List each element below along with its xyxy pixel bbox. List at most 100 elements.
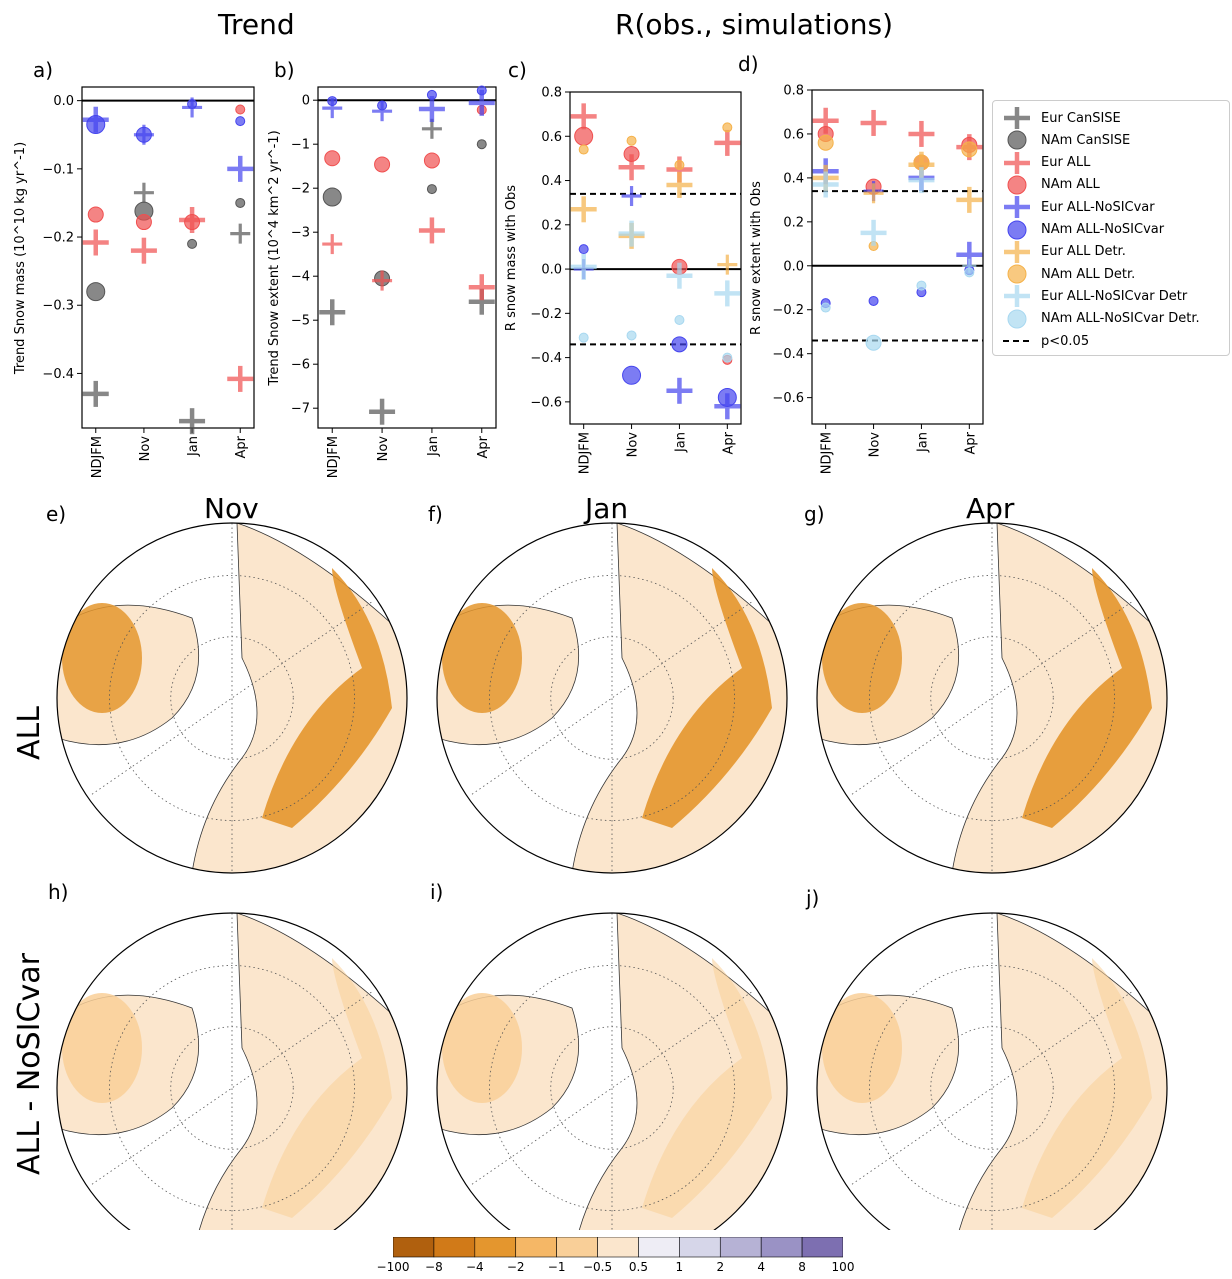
nam-all-nosicvar-marker bbox=[327, 96, 338, 107]
map-boundary bbox=[816, 522, 1168, 874]
legend-item-nam-cansise: NAm CanSISE bbox=[997, 129, 1130, 151]
colorbar-tick-label: −1 bbox=[547, 1260, 566, 1274]
y-tick-label: 0.6 bbox=[541, 130, 562, 145]
legend-label: NAm ALL-NoSICvar Detr. bbox=[1041, 311, 1200, 327]
y-tick-label: 0.2 bbox=[541, 218, 562, 233]
legend-label: NAm ALL-NoSICvar bbox=[1041, 222, 1165, 237]
legend-symbol bbox=[1004, 240, 1030, 263]
y-tick-label: −6 bbox=[291, 358, 310, 373]
y-tick-label: 0.0 bbox=[783, 259, 804, 274]
panel-letter-a: a) bbox=[33, 58, 54, 82]
nam-all-marker bbox=[324, 150, 341, 167]
month-header-apr: Apr bbox=[966, 492, 1015, 525]
nam-all-marker bbox=[135, 214, 152, 231]
nam-all-nosicvar-detr-marker bbox=[722, 352, 733, 363]
nam-all-detr-marker bbox=[578, 144, 589, 155]
y-tick-label: 0.6 bbox=[783, 127, 804, 142]
panel-d-frame bbox=[811, 89, 984, 425]
x-tick-label: Jan bbox=[673, 432, 688, 453]
y-tick-label: −0.4 bbox=[42, 367, 74, 382]
eur-all-nosicvar-detr-marker bbox=[714, 280, 741, 307]
nam-all-nosicvar-detr-marker bbox=[674, 314, 685, 325]
y-tick-label: 0.2 bbox=[783, 215, 804, 230]
colorbar-tick-label: −8 bbox=[425, 1260, 443, 1274]
y-tick-label: −0.1 bbox=[42, 162, 74, 177]
polar-map-6 bbox=[816, 912, 1168, 1230]
map-boundary bbox=[56, 912, 408, 1230]
legend-symbol bbox=[1004, 196, 1030, 219]
nam-cansise-marker bbox=[426, 184, 437, 195]
y-tick-label: −3 bbox=[291, 226, 310, 241]
y-tick-label: 0.4 bbox=[783, 171, 804, 186]
eur-cansise-marker bbox=[179, 408, 206, 435]
colorbar-tick-label: −0.5 bbox=[582, 1260, 613, 1274]
nam-cansise-marker bbox=[187, 238, 198, 249]
polar-map-2 bbox=[436, 522, 788, 874]
nam-all-marker bbox=[235, 104, 246, 115]
colorbar-segment bbox=[679, 1237, 721, 1258]
y-tick-label: −0.2 bbox=[772, 303, 804, 318]
x-tick-label: Nov bbox=[626, 432, 641, 458]
panel-letter-i: i) bbox=[430, 880, 444, 904]
legend-symbol bbox=[1004, 151, 1030, 174]
y-tick-label: 0.4 bbox=[541, 174, 562, 189]
colorbar-segment bbox=[801, 1237, 843, 1258]
panel-letter-b: b) bbox=[274, 58, 295, 82]
y-tick-label: 0.0 bbox=[53, 94, 74, 109]
eur-all-detr-marker bbox=[863, 183, 884, 204]
y-tick-label: −0.6 bbox=[530, 395, 562, 410]
eur-all-marker bbox=[227, 365, 254, 392]
panel-letter-j: j) bbox=[806, 886, 820, 910]
nam-all-detr-marker bbox=[674, 160, 685, 171]
eur-all-marker bbox=[908, 120, 935, 147]
legend-circle bbox=[1007, 175, 1027, 195]
eur-all-marker bbox=[130, 237, 157, 264]
legend-symbol bbox=[1007, 220, 1027, 239]
nam-all-nosicvar-marker bbox=[235, 116, 246, 127]
legend-symbol bbox=[1003, 340, 1031, 342]
legend-plus bbox=[1004, 151, 1030, 174]
nam-all-nosicvar-marker bbox=[476, 85, 487, 96]
panel-c: 0.8 0.6 0.4 0.2 0.0 −0.2 −0.4 −0.6 NDJFM Nov Jan Ap… bbox=[504, 86, 742, 474]
colorbar-tick-label: 1 bbox=[675, 1260, 684, 1274]
nam-cansise-marker bbox=[476, 139, 487, 150]
eur-all-marker bbox=[372, 270, 393, 291]
legend-label: NAm CanSISE bbox=[1041, 132, 1131, 148]
nam-all-nosicvar-detr-marker bbox=[916, 280, 927, 291]
legend-symbol bbox=[1007, 130, 1027, 150]
legend-symbol bbox=[1007, 264, 1027, 284]
y-tick-label: 0 bbox=[302, 94, 310, 109]
eur-all-detr-marker bbox=[956, 186, 983, 213]
panel-a: 0.0 −0.1 −0.2 −0.3 −0.4 NDJFM Nov Jan Apr Trend S… bbox=[13, 86, 255, 478]
nam-all-nosicvar-marker bbox=[868, 295, 879, 306]
scatter-panels: 0.0 −0.1 −0.2 −0.3 −0.4 NDJFM Nov Jan Apr Trend S… bbox=[13, 84, 984, 478]
eur-cansise-marker bbox=[369, 398, 396, 425]
map-boundary bbox=[436, 522, 788, 874]
y-tick-label: −0.4 bbox=[530, 351, 562, 366]
legend-item-nam-all-nosicvar-detr: NAm ALL-NoSICvar Detr. bbox=[997, 308, 1200, 330]
month-header-jan: Jan bbox=[585, 492, 629, 525]
x-tick-label: Nov bbox=[868, 432, 883, 458]
eur-cansise-marker bbox=[319, 299, 346, 326]
legend-item-eur-all-nosicvar: Eur ALL-NoSICvar bbox=[997, 196, 1155, 219]
x-tick-label: Apr bbox=[721, 431, 736, 454]
y-tick-label: −0.2 bbox=[530, 307, 562, 322]
colorbar-segment bbox=[393, 1237, 435, 1258]
panel-a-frame bbox=[81, 86, 255, 429]
colorbar-segment bbox=[474, 1237, 517, 1258]
legend-label: Eur ALL-NoSICvar Detr bbox=[1041, 288, 1188, 304]
y-axis-label: R snow mass with Obs bbox=[504, 185, 519, 331]
nam-all-nosicvar-detr-marker bbox=[964, 267, 975, 278]
panel-letter-h: h) bbox=[48, 880, 69, 904]
nam-all-nosicvar-marker bbox=[717, 387, 737, 407]
nam-all-nosicvar-detr-marker bbox=[865, 334, 882, 351]
eur-all-marker bbox=[860, 109, 887, 136]
legend-symbol bbox=[1004, 107, 1030, 129]
y-tick-label: −4 bbox=[291, 270, 310, 285]
x-tick-label: Nov bbox=[138, 436, 153, 462]
eur-all-marker bbox=[82, 229, 109, 256]
y-tick-label: −5 bbox=[291, 314, 310, 329]
panel-letter-f: f) bbox=[428, 502, 443, 526]
nam-all-nosicvar-marker bbox=[622, 365, 642, 385]
y-tick-label: 0.0 bbox=[541, 263, 562, 278]
